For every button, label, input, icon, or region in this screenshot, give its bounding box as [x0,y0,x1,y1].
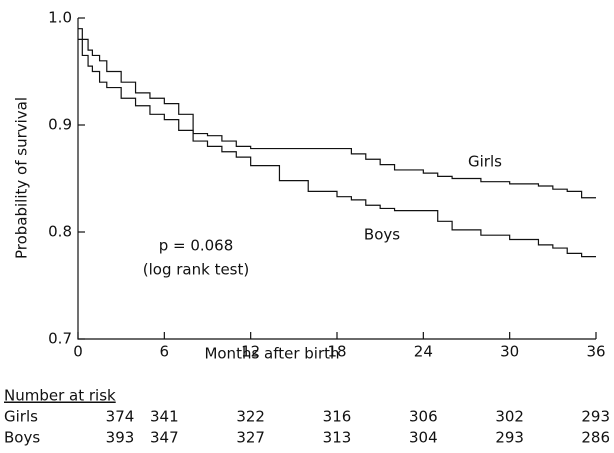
risk-count: 304 [409,429,438,447]
risk-count: 293 [495,429,524,447]
axis-line [77,18,596,340]
x-tick-label: 18 [327,343,346,361]
series-label: Girls [468,153,502,171]
risk-count: 293 [581,408,610,426]
x-tick-label: 6 [160,343,170,361]
x-axis-label: Months after birth [204,345,339,363]
risk-count: 341 [150,408,179,426]
series-label: Boys [364,226,400,244]
risk-count: 347 [150,429,179,447]
y-tick-label: 0.7 [48,330,72,348]
risk-count: 316 [323,408,352,426]
x-tick-label: 24 [414,343,433,361]
risk-count: 313 [323,429,352,447]
y-tick-label: 1.0 [48,9,72,27]
risk-row-name: Boys [4,429,40,447]
risk-table-title: Number at risk [4,387,116,405]
survival-curve [78,38,596,258]
risk-count: 306 [409,408,438,426]
y-axis-label: Probability of survival [13,97,31,259]
risk-count: 322 [236,408,265,426]
x-tick-label: 0 [73,343,83,361]
annotation: (log rank test) [143,261,249,279]
x-tick-label: 12 [241,343,260,361]
survival-curve [78,28,596,199]
risk-count: 327 [236,429,265,447]
x-tick-label: 30 [500,343,519,361]
risk-count: 374 [106,408,135,426]
risk-count: 393 [106,429,135,447]
y-tick-label: 0.9 [48,116,72,134]
x-tick-label: 36 [586,343,605,361]
risk-count: 286 [581,429,610,447]
risk-count: 302 [495,408,524,426]
y-tick-label: 0.8 [48,223,72,241]
annotation: p = 0.068 [159,237,234,255]
risk-row-name: Girls [4,408,38,426]
